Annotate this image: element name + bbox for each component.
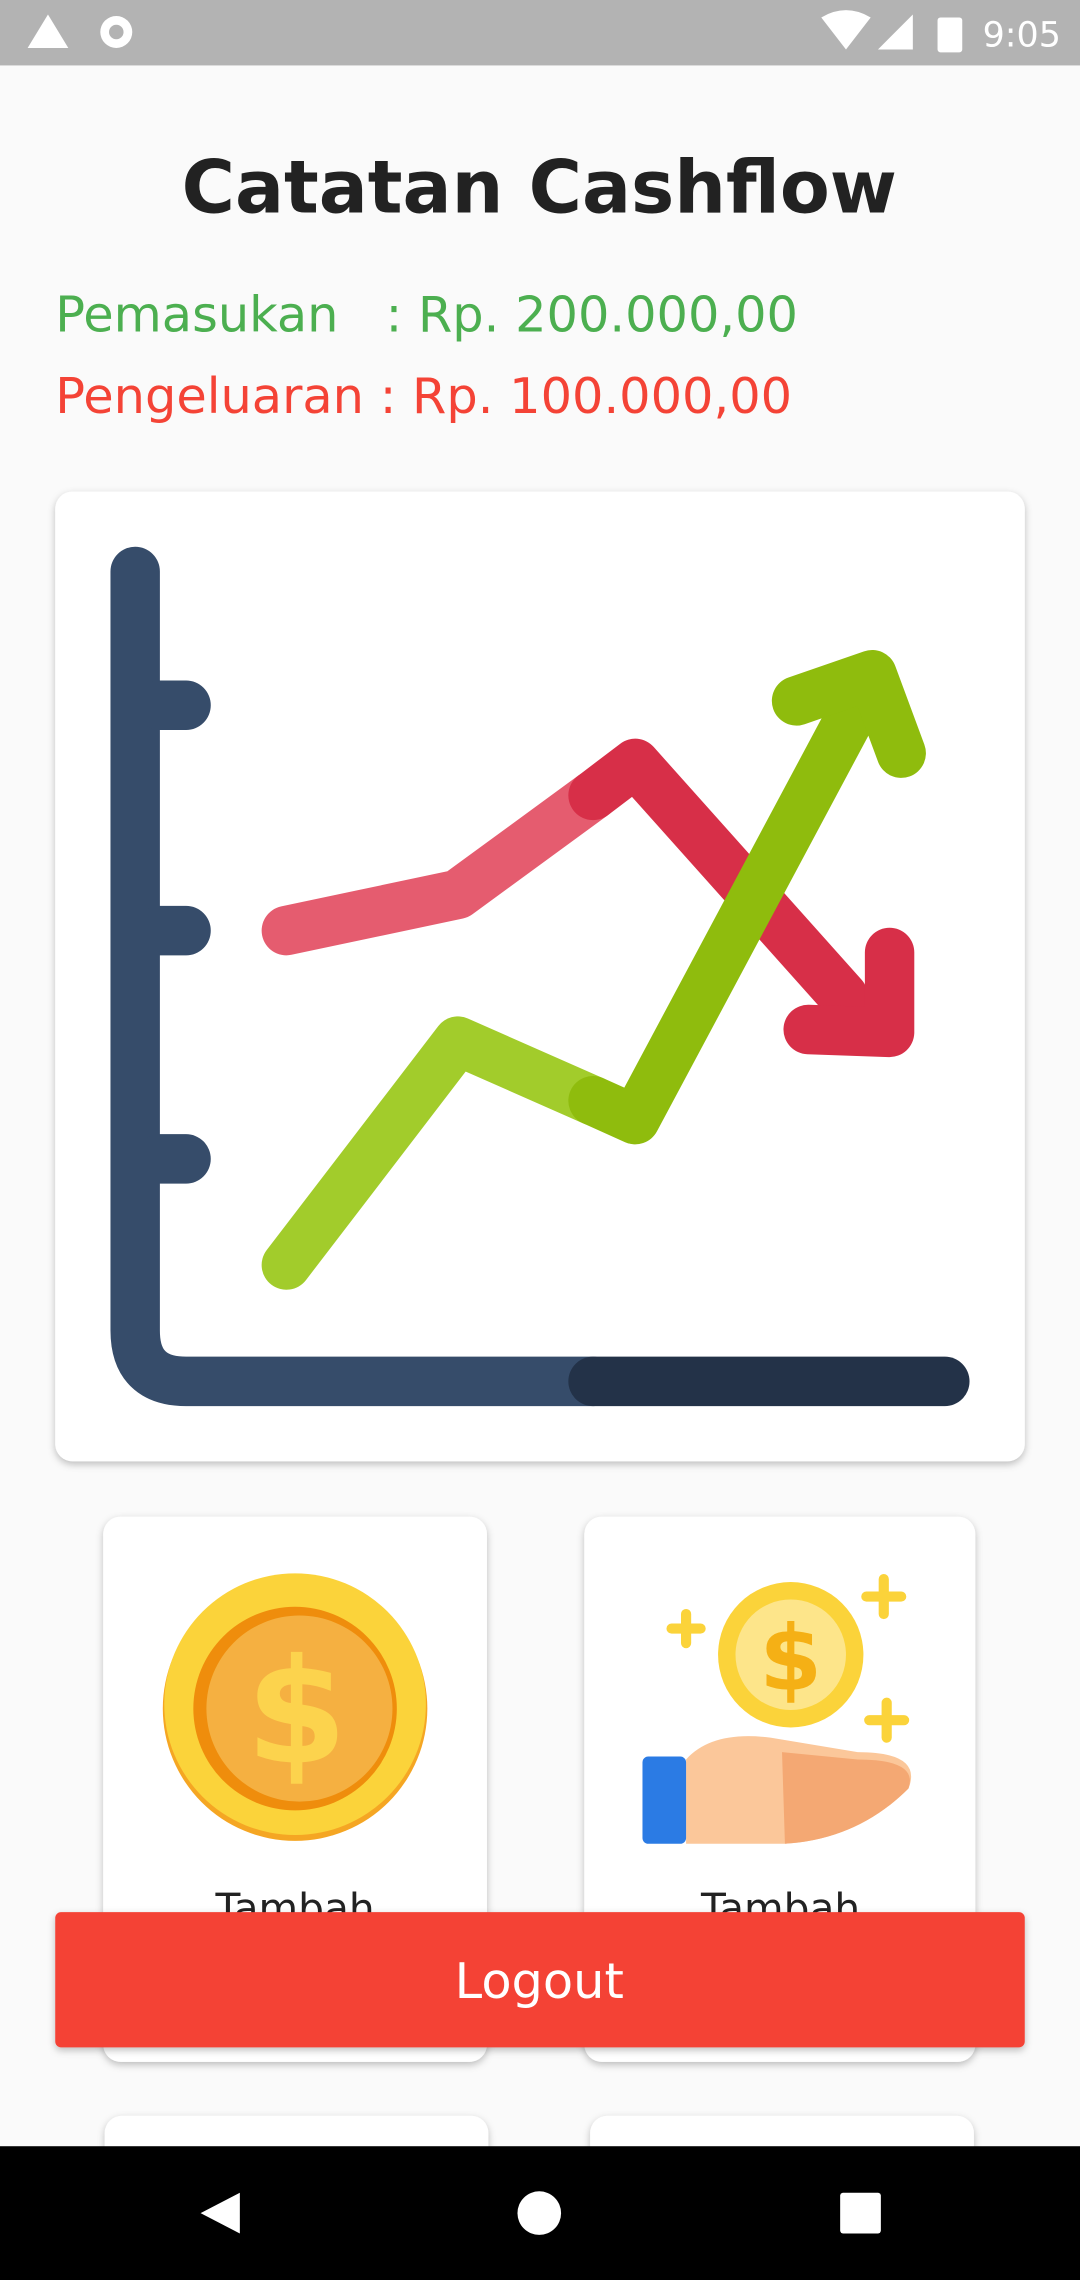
back-button[interactable]	[200, 2192, 240, 2234]
status-bar-bg	[0, 0, 1080, 66]
income-text: Pemasukan : Rp. 200.000,00	[55, 286, 798, 344]
hand-coin-icon: $	[642, 1574, 912, 1844]
chart-illustration	[110, 546, 970, 1407]
chart-card	[55, 491, 1025, 1462]
wifi-icon	[821, 10, 871, 50]
warning-icon	[27, 14, 69, 48]
signal-icon	[877, 14, 913, 50]
svg-text:$: $	[759, 1607, 822, 1712]
button-label: Logout	[455, 1952, 624, 2010]
home-button[interactable]	[517, 2191, 562, 2235]
coin-icon: $	[162, 1573, 428, 1841]
title: Catatan Cashflow	[182, 146, 897, 230]
recents-button[interactable]	[840, 2192, 881, 2234]
status-bar: 9:05	[0, 0, 1080, 66]
svg-text:$: $	[246, 1628, 347, 1797]
navigation-bar	[0, 2146, 1080, 2280]
logout-button[interactable]: Logout	[55, 1912, 1025, 2048]
battery-icon	[937, 17, 963, 53]
button-bg	[55, 1912, 1025, 2048]
expense-text: Pengeluaran : Rp. 100.000,00	[55, 367, 792, 425]
clock: 9:05	[983, 16, 1061, 56]
